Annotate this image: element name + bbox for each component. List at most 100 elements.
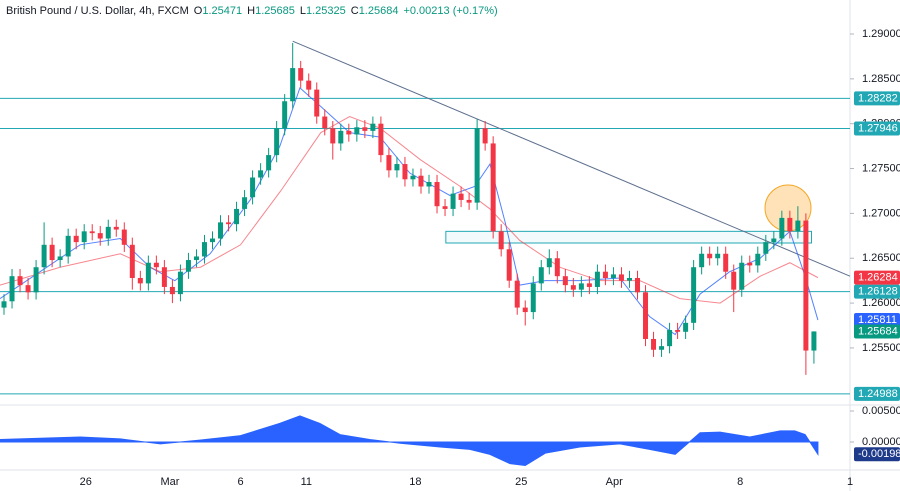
y-tick-label: 1.26000: [862, 297, 900, 309]
candle-body: [25, 285, 31, 293]
x-tick-label: 26: [80, 476, 92, 488]
candle-body: [458, 193, 464, 200]
oscillator-area: [0, 415, 819, 467]
moving-average: [0, 86, 819, 336]
candle-body: [121, 229, 127, 245]
candle-body: [707, 253, 713, 259]
candle-body: [306, 80, 312, 90]
legend-key: L: [300, 5, 306, 17]
candle-body: [282, 101, 288, 129]
candle-body: [210, 238, 215, 243]
candle-body: [129, 244, 135, 278]
candle-body: [739, 262, 745, 290]
candle-body: [522, 307, 528, 313]
title: British Pound / U.S. Dollar, 4h, FXCM: [6, 5, 189, 17]
candle-body: [65, 235, 71, 257]
candle-body: [514, 280, 520, 308]
candle-body: [97, 233, 103, 239]
candle-body: [226, 222, 232, 225]
candle-body: [731, 271, 737, 290]
candle-body: [651, 338, 657, 350]
candle-body: [506, 249, 512, 281]
candle-body: [177, 271, 183, 295]
candle-body: [145, 262, 151, 284]
candle-body: [643, 292, 649, 339]
price-tag: [854, 270, 900, 285]
candle-body: [763, 242, 769, 254]
candle-body: [610, 274, 616, 278]
legend-value: 1.25471: [202, 5, 242, 17]
candle-body: [482, 128, 488, 144]
candle-body: [530, 283, 536, 313]
zone-box: [445, 230, 813, 244]
candle-body: [185, 260, 191, 272]
price-tag: [854, 386, 900, 401]
candle-body: [378, 123, 384, 156]
candle-body: [715, 253, 721, 259]
candle-body: [466, 199, 472, 203]
candle-body: [667, 330, 673, 347]
y-tick-label: 1.25500: [862, 342, 900, 354]
candle-body: [346, 130, 352, 135]
candle-body: [434, 182, 440, 207]
candle-body: [9, 276, 15, 302]
candle-body: [747, 262, 753, 266]
x-tick-label: Mar: [161, 476, 180, 488]
price-tag: [854, 324, 900, 339]
trendline: [292, 40, 851, 277]
candle-body: [322, 116, 328, 129]
candle-body: [723, 253, 729, 272]
candle-body: [258, 170, 264, 178]
candle-body: [314, 89, 320, 117]
price-tag: [854, 313, 900, 328]
candle-body: [450, 193, 456, 209]
candle-body: [402, 164, 408, 180]
candle-body: [659, 346, 665, 350]
candle-body: [81, 231, 87, 243]
candle-body: [17, 276, 23, 286]
candle-body: [242, 197, 248, 209]
candle-body: [250, 177, 256, 198]
candle-body: [635, 277, 640, 293]
candle-body: [330, 128, 336, 144]
candle-body: [1, 301, 7, 308]
header: British Pound / U.S. Dollar, 4h, FXCM O1.…: [6, 5, 498, 17]
legend-value: 1.25685: [255, 5, 295, 17]
candle-body: [73, 235, 79, 243]
candle-body: [755, 253, 761, 266]
legend-change: +0.00213 (+0.17%): [403, 5, 497, 17]
price-tag-label: 1.26284: [858, 272, 898, 284]
candle-body: [602, 271, 608, 278]
candle-body: [193, 256, 199, 261]
osc-tick-label: 0.00500: [862, 405, 900, 417]
candle-body: [586, 283, 592, 287]
price-tag-label: 1.24988: [858, 388, 898, 400]
x-tick-label: 11: [301, 476, 312, 488]
x-tick-label: 1: [847, 476, 853, 488]
candle-body: [787, 217, 793, 232]
candle-body: [570, 285, 576, 290]
candle-body: [394, 164, 400, 171]
price-tag-label: 1.25684: [858, 325, 898, 337]
x-tick-label: Apr: [606, 476, 623, 488]
candle-body: [578, 283, 584, 290]
y-tick-label: 1.27000: [862, 207, 900, 219]
y-tick-label: 1.28500: [862, 73, 900, 85]
candle-body: [771, 238, 777, 243]
candle-body: [546, 258, 552, 268]
candle-body: [161, 267, 167, 287]
candle-body: [105, 226, 111, 239]
candle-body: [49, 244, 55, 261]
candle-body: [113, 226, 119, 230]
candle-body: [699, 253, 705, 268]
candle-body: [274, 128, 280, 156]
candle-body: [298, 68, 304, 81]
candle-body: [474, 128, 480, 203]
candle-body: [626, 277, 632, 281]
candle-body: [290, 68, 296, 102]
price-tag: [854, 121, 900, 136]
price-tag-label: 1.28282: [858, 92, 898, 104]
candle-body: [218, 222, 224, 239]
candle-body: [538, 267, 544, 284]
